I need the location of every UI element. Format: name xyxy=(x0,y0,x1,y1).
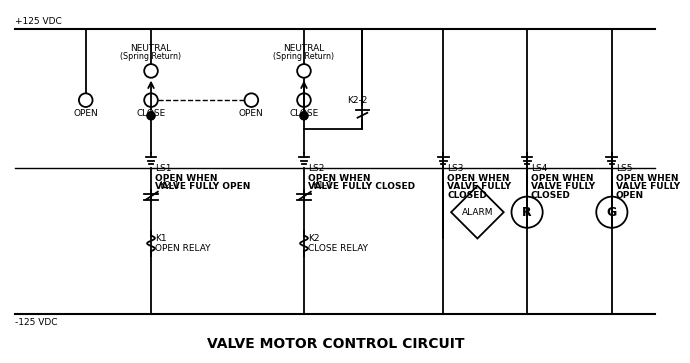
Text: CLOSED: CLOSED xyxy=(531,191,571,200)
Text: LS5: LS5 xyxy=(615,164,632,173)
Text: OPEN RELAY: OPEN RELAY xyxy=(155,244,210,253)
Text: K2-2: K2-2 xyxy=(347,95,368,105)
Text: OPEN WHEN: OPEN WHEN xyxy=(308,174,371,183)
Text: OPEN WHEN: OPEN WHEN xyxy=(155,174,217,183)
Text: CLOSED: CLOSED xyxy=(447,191,487,200)
Text: VALVE MOTOR CONTROL CIRCUIT: VALVE MOTOR CONTROL CIRCUIT xyxy=(208,337,465,351)
Text: LS4: LS4 xyxy=(531,164,547,173)
Text: CLOSE RELAY: CLOSE RELAY xyxy=(308,244,368,253)
Circle shape xyxy=(300,112,308,120)
Text: K2: K2 xyxy=(308,234,319,243)
Text: +125 VDC: +125 VDC xyxy=(14,17,61,26)
Text: OPEN: OPEN xyxy=(239,109,264,118)
Text: (Spring Return): (Spring Return) xyxy=(121,52,181,61)
Text: (Spring Return): (Spring Return) xyxy=(273,52,335,61)
Text: ALARM: ALARM xyxy=(462,208,493,217)
Text: VALVE FULLY OPEN: VALVE FULLY OPEN xyxy=(155,182,250,191)
Text: OPEN WHEN: OPEN WHEN xyxy=(615,174,678,183)
Text: NEUTRAL: NEUTRAL xyxy=(284,44,324,53)
Text: OPEN WHEN: OPEN WHEN xyxy=(447,174,510,183)
Circle shape xyxy=(147,112,155,120)
Text: VALVE FULLY CLOSED: VALVE FULLY CLOSED xyxy=(308,182,415,191)
Text: K2-1: K2-1 xyxy=(159,182,179,190)
Text: NEUTRAL: NEUTRAL xyxy=(130,44,172,53)
Text: LS2: LS2 xyxy=(308,164,324,173)
Text: CLOSE: CLOSE xyxy=(137,109,166,118)
Text: LS1: LS1 xyxy=(155,164,171,173)
Text: K1: K1 xyxy=(155,234,166,243)
Text: VALVE FULLY: VALVE FULLY xyxy=(615,182,680,191)
Text: -125 VDC: -125 VDC xyxy=(14,318,57,327)
Text: LS3: LS3 xyxy=(447,164,464,173)
Text: OPEN: OPEN xyxy=(615,191,644,200)
Text: VALVE FULLY: VALVE FULLY xyxy=(447,182,511,191)
Text: VALVE FULLY: VALVE FULLY xyxy=(531,182,595,191)
Text: R: R xyxy=(522,206,532,219)
Text: G: G xyxy=(607,206,617,219)
Text: OPEN WHEN: OPEN WHEN xyxy=(531,174,593,183)
Text: OPEN: OPEN xyxy=(73,109,98,118)
Text: K1-1: K1-1 xyxy=(312,182,333,190)
Text: CLOSE: CLOSE xyxy=(289,109,319,118)
